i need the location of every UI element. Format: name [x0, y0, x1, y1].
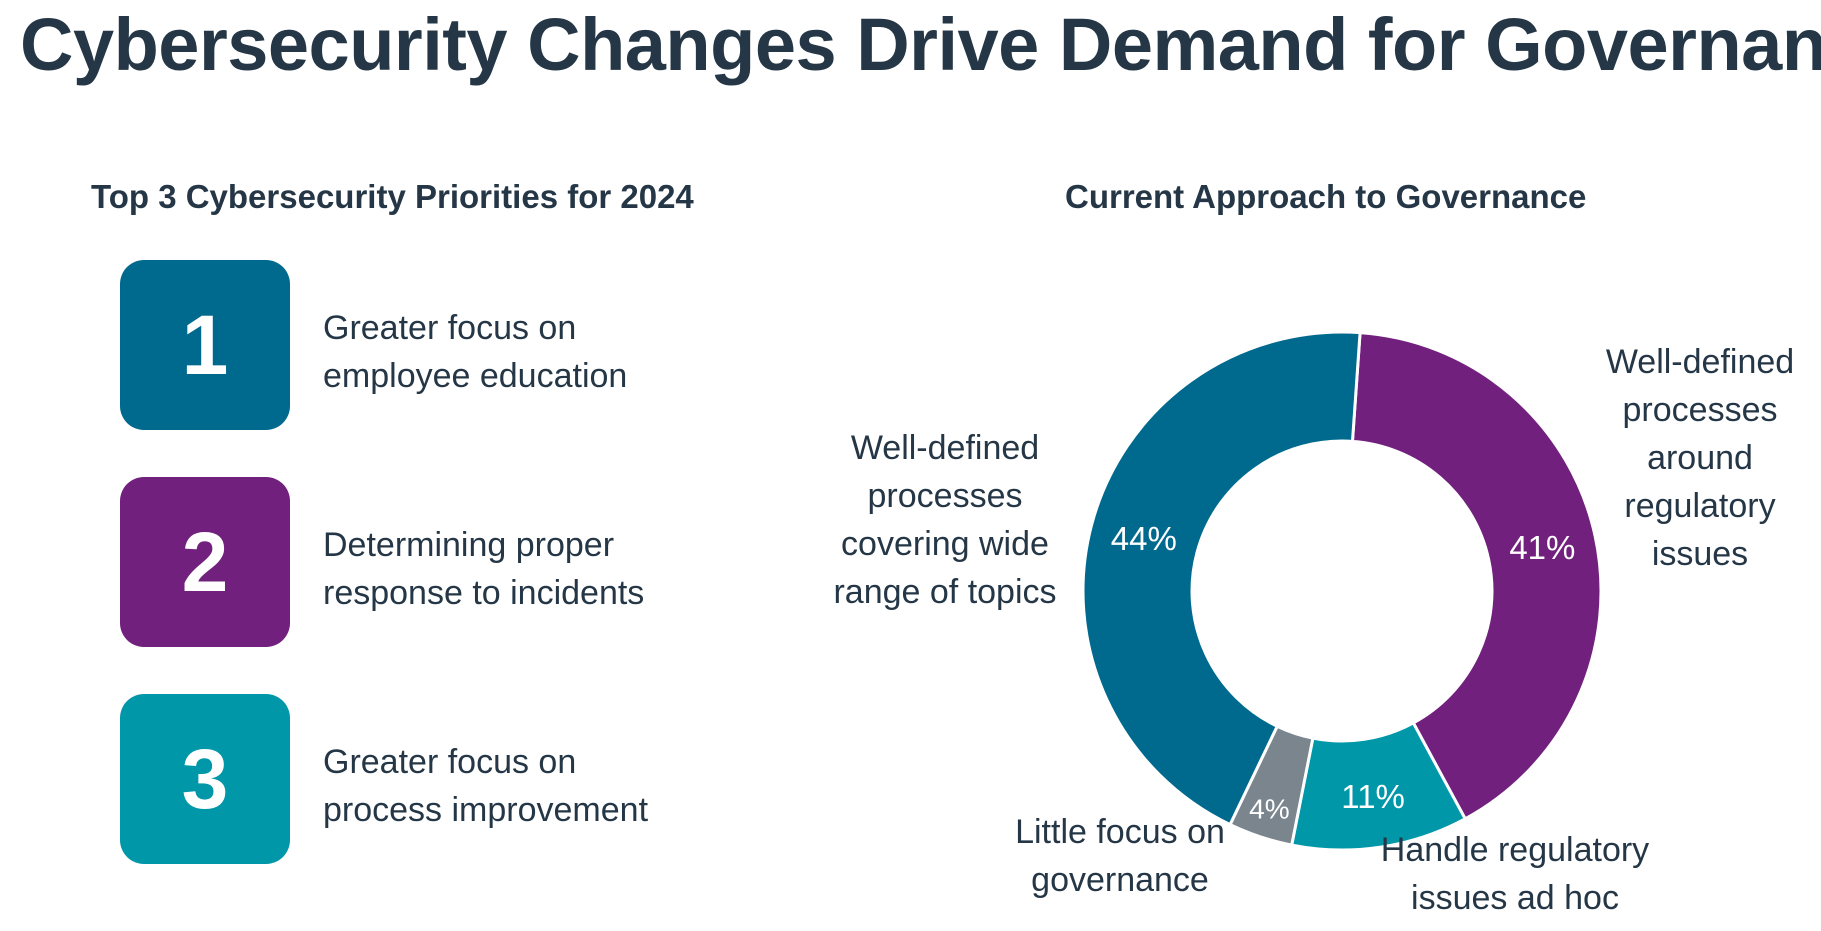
- donut-value-label-2: 11%: [1341, 778, 1405, 815]
- chart-category-label-ad-hoc: Handle regulatory issues ad hoc: [1345, 826, 1685, 922]
- priority-item-1: 1 Greater focus on employee education: [120, 260, 760, 430]
- chart-label-line: Handle regulatory: [1380, 831, 1650, 869]
- chart-label-line: regulatory: [1624, 487, 1776, 525]
- chart-label-line: Well-defined: [1605, 343, 1795, 381]
- priority-text-line: employee education: [323, 357, 628, 395]
- priority-text-line: Determining proper: [323, 526, 615, 564]
- priority-text-1: Greater focus on employee education: [323, 304, 753, 400]
- chart-label-line: processes: [867, 477, 1023, 515]
- priority-text-2: Determining proper response to incidents: [323, 521, 753, 617]
- chart-label-line: covering wide: [841, 525, 1049, 563]
- donut-slice-1: [1350, 331, 1603, 821]
- priority-text-line: Greater focus on: [323, 743, 577, 781]
- donut-value-label-4: 44%: [1111, 520, 1177, 557]
- priority-number-badge-1: 1: [120, 260, 290, 430]
- priorities-heading: Top 3 Cybersecurity Priorities for 2024: [91, 178, 694, 215]
- priority-text-line: process improvement: [323, 791, 649, 829]
- chart-label-line: issues ad hoc: [1411, 879, 1619, 917]
- chart-label-line: processes: [1622, 391, 1778, 429]
- chart-label-line: Well-defined: [850, 429, 1040, 467]
- chart-label-line: around: [1647, 439, 1753, 477]
- chart-label-line: governance: [1031, 861, 1209, 899]
- priority-number-badge-2: 2: [120, 477, 290, 647]
- chart-category-label-wide-range: Well-defined processes covering wide range …: [815, 424, 1075, 616]
- chart-category-label-little-focus: Little focus on governance: [990, 808, 1250, 904]
- priority-item-3: 3 Greater focus on process improvement: [120, 694, 760, 864]
- priority-item-2: 2 Determining proper response to inciden…: [120, 477, 760, 647]
- priority-text-line: Greater focus on: [323, 309, 577, 347]
- page-title: Cybersecurity Changes Drive Demand for G…: [20, 3, 1821, 86]
- priority-number-badge-3: 3: [120, 694, 290, 864]
- chart-category-label-regulatory-processes: Well-defined processes around regulatory iss…: [1575, 338, 1821, 578]
- chart-label-line: Little focus on: [1015, 813, 1225, 851]
- donut-slice-4: [1081, 330, 1362, 827]
- chart-label-line: issues: [1651, 535, 1749, 573]
- chart-label-line: range of topics: [833, 573, 1057, 611]
- priority-text-line: response to incidents: [323, 574, 645, 612]
- chart-title: Current Approach to Governance: [1065, 178, 1587, 215]
- donut-value-label-3: 4%: [1249, 794, 1289, 825]
- donut-value-label-1: 41%: [1509, 529, 1575, 566]
- priority-text-3: Greater focus on process improvement: [323, 738, 753, 834]
